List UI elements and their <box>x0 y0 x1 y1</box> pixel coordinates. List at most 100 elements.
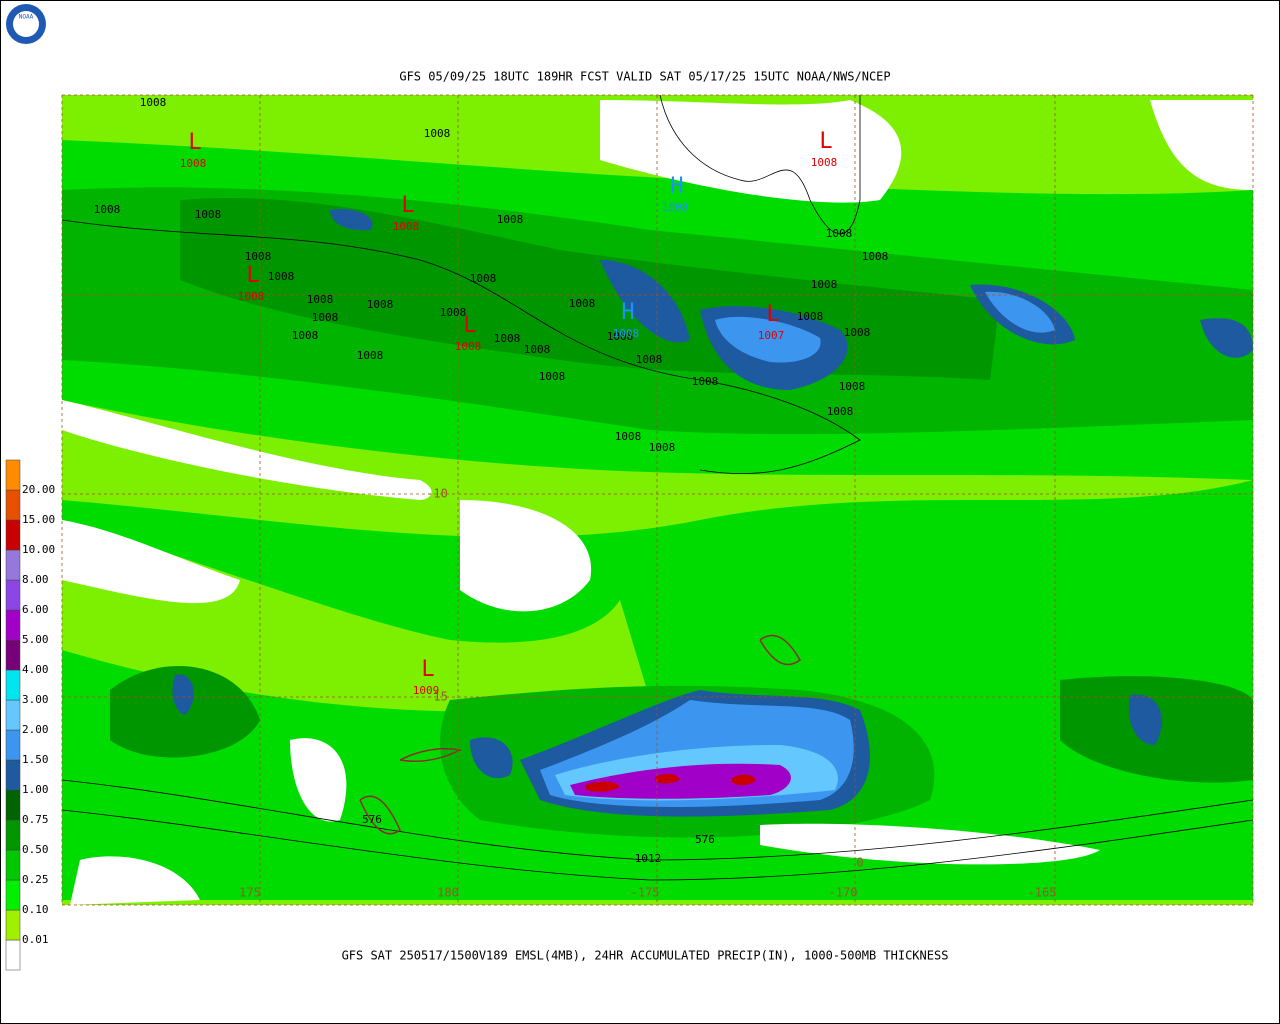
legend-swatch <box>5 549 21 581</box>
isobar-label: 1008 <box>470 272 497 285</box>
pressure-value: 1008 <box>613 327 640 340</box>
precip-area <box>470 737 513 779</box>
isobar-label: 1008 <box>811 278 838 291</box>
isobar-label: 1008 <box>140 96 167 109</box>
precip-area <box>600 260 690 343</box>
legend-swatch <box>5 579 21 611</box>
longitude-label: -165 <box>1028 886 1057 900</box>
longitude-label: -170 <box>829 886 858 900</box>
contour-line <box>62 219 861 475</box>
legend-label: 3.00 <box>22 693 49 706</box>
isobar-label: 1008 <box>862 250 889 263</box>
latitude-label: -10 <box>426 487 448 501</box>
precip-area <box>330 209 373 231</box>
pressure-letter: L <box>188 130 201 155</box>
isobar-label: 1008 <box>539 370 566 383</box>
legend-label: 5.00 <box>22 633 49 646</box>
island-outline <box>759 634 801 666</box>
logo-text: NOAA <box>19 14 34 21</box>
latitude-label: -15 <box>426 690 448 704</box>
legend-swatch <box>5 939 21 971</box>
pressure-letter: L <box>819 129 832 154</box>
legend-label: 6.00 <box>22 603 49 616</box>
isobar-label: 1008 <box>494 332 521 345</box>
legend-swatch <box>5 519 21 551</box>
precip-field <box>62 95 1253 905</box>
legend-label: 1.00 <box>22 783 49 796</box>
isobar-label: 1008 <box>827 405 854 418</box>
legend-label: 0.75 <box>22 813 49 826</box>
precip-area <box>715 316 821 363</box>
caption: GFS SAT 250517/1500V189 EMSL(4MB), 24HR … <box>342 949 949 963</box>
legend-swatch <box>5 789 21 821</box>
precip-area <box>732 774 756 786</box>
legend-label: 2.00 <box>22 723 49 736</box>
legend-swatch <box>5 849 21 881</box>
pressure-value: 1008 <box>662 201 689 214</box>
pressure-value: 1008 <box>393 220 420 233</box>
longitude-label: 175 <box>239 886 261 900</box>
legend-swatch <box>5 729 21 761</box>
latitude-label: 0 <box>856 856 863 870</box>
legend-swatch <box>5 459 21 491</box>
isobar-label: 1008 <box>268 270 295 283</box>
isobar-label: 1008 <box>307 293 334 306</box>
longitude-label: -175 <box>631 886 660 900</box>
isobar-label: 1008 <box>440 306 467 319</box>
isobar-label: 1008 <box>292 329 319 342</box>
pressure-letter: L <box>766 302 779 327</box>
pressure-value: 1008 <box>238 290 265 303</box>
island-outline <box>399 748 463 762</box>
legend-swatch <box>5 639 21 671</box>
noaa-logo: NOAA <box>6 4 46 44</box>
logo-inner <box>13 11 39 37</box>
pressure-value: 1008 <box>811 156 838 169</box>
pressure-value: 1008 <box>455 340 482 353</box>
legend-swatch <box>5 489 21 521</box>
precip-area <box>760 823 1100 865</box>
precip-area <box>62 520 650 712</box>
legend-swatch <box>5 879 21 911</box>
isobar-label: 1008 <box>357 349 384 362</box>
isobar-label: 1008 <box>839 380 866 393</box>
legend-label: 8.00 <box>22 573 49 586</box>
precip-area <box>655 773 680 784</box>
precip-area <box>290 738 347 822</box>
isobar-label: 1008 <box>94 203 121 216</box>
pressure-letter: L <box>463 313 476 338</box>
pressure-value: 1008 <box>180 157 207 170</box>
contour-line <box>62 779 1253 861</box>
legend-swatch <box>5 819 21 851</box>
overlay: 175 180 -175 -170 -165 -10 -15 0 1008 1008 1008 100… <box>61 94 1254 906</box>
precip-area <box>62 400 432 500</box>
isobar-label: 1008 <box>524 343 551 356</box>
isobar-label: 1008 <box>245 250 272 263</box>
legend-swatch <box>5 909 21 941</box>
isobar-label: 1008 <box>367 298 394 311</box>
pressure-letter: H <box>621 300 634 325</box>
legend-label: 0.10 <box>22 903 49 916</box>
title: GFS 05/09/25 18UTC 189HR FCST VALID SAT … <box>399 70 890 84</box>
precip-area <box>570 763 791 799</box>
legend-swatch <box>5 609 21 641</box>
legend-label: 10.00 <box>22 543 55 556</box>
precip-area <box>1150 100 1253 190</box>
pressure-value: 1009 <box>413 684 440 697</box>
isobar-label: 1012 <box>635 852 662 865</box>
legend-label: 0.01 <box>22 933 49 946</box>
isobar-label: 1008 <box>497 213 524 226</box>
precip-area <box>70 856 200 905</box>
legend-swatch <box>5 669 21 701</box>
isobar-label: 1008 <box>692 375 719 388</box>
isobar-label: 1008 <box>569 297 596 310</box>
precip-area <box>172 674 194 715</box>
isobar-label: 1008 <box>649 441 676 454</box>
legend-label: 4.00 <box>22 663 49 676</box>
legend: 20.00 15.00 10.00 8.00 6.00 5.00 4.00 3.00 2.00 1… <box>5 459 55 971</box>
precip-area <box>1128 694 1162 745</box>
precip-area <box>1200 318 1253 358</box>
isobar-label: 1008 <box>826 227 853 240</box>
pressure-letter: H <box>670 174 683 199</box>
legend-label: 15.00 <box>22 513 55 526</box>
